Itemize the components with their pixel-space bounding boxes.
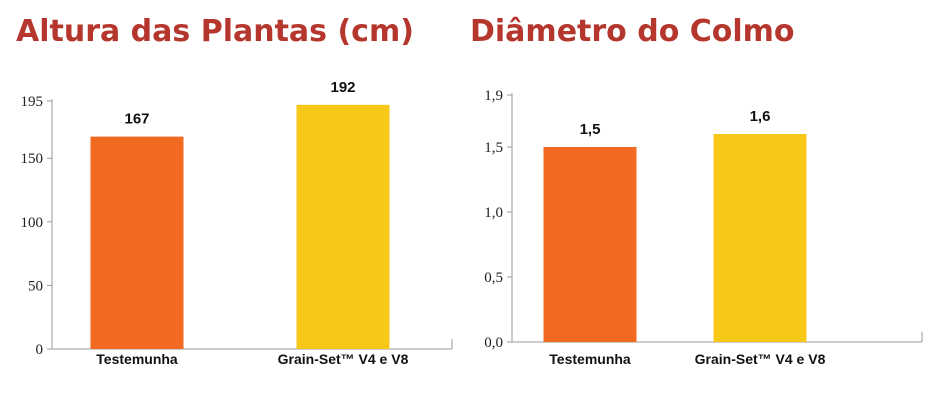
bar-value-label: 192 bbox=[330, 79, 355, 96]
bar bbox=[543, 147, 637, 342]
bar-value-label: 1,6 bbox=[750, 108, 771, 125]
y-tick-label: 50 bbox=[28, 278, 43, 294]
plant-height-chart: 0 50 100 150 195 167 Testemunha 192 Grain-Set™ V… bbox=[21, 79, 453, 367]
bar-value-label: 167 bbox=[124, 111, 149, 128]
category-label: Testemunha bbox=[96, 351, 178, 367]
category-label: Grain-Set™ V4 e V8 bbox=[278, 351, 409, 367]
y-tick-label: 150 bbox=[21, 151, 44, 167]
y-tick-label: 1,5 bbox=[484, 140, 503, 156]
category-label: Grain-Set™ V4 e V8 bbox=[695, 351, 826, 367]
chart-title-stalk-diameter: Diâmetro do Colmo bbox=[470, 14, 795, 49]
y-tick-label: 0,5 bbox=[484, 270, 503, 286]
y-tick-label: 1,0 bbox=[484, 205, 503, 221]
bar bbox=[296, 104, 390, 349]
y-tick-label: 1,9 bbox=[484, 88, 503, 104]
chart-title-plant-height: Altura das Plantas (cm) bbox=[16, 14, 414, 49]
bar bbox=[713, 134, 807, 342]
y-tick-label: 100 bbox=[21, 215, 44, 231]
stalk-diameter-chart: 0,0 0,5 1,0 1,5 1,9 1,5 Testemunha 1,6 Grain-Set… bbox=[484, 88, 923, 367]
bar bbox=[90, 136, 184, 349]
y-tick-label: 195 bbox=[21, 94, 44, 110]
y-tick-label: 0,0 bbox=[484, 335, 503, 351]
category-label: Testemunha bbox=[549, 351, 631, 367]
y-tick-label: 0 bbox=[36, 342, 44, 358]
bar-value-label: 1,5 bbox=[580, 121, 601, 138]
